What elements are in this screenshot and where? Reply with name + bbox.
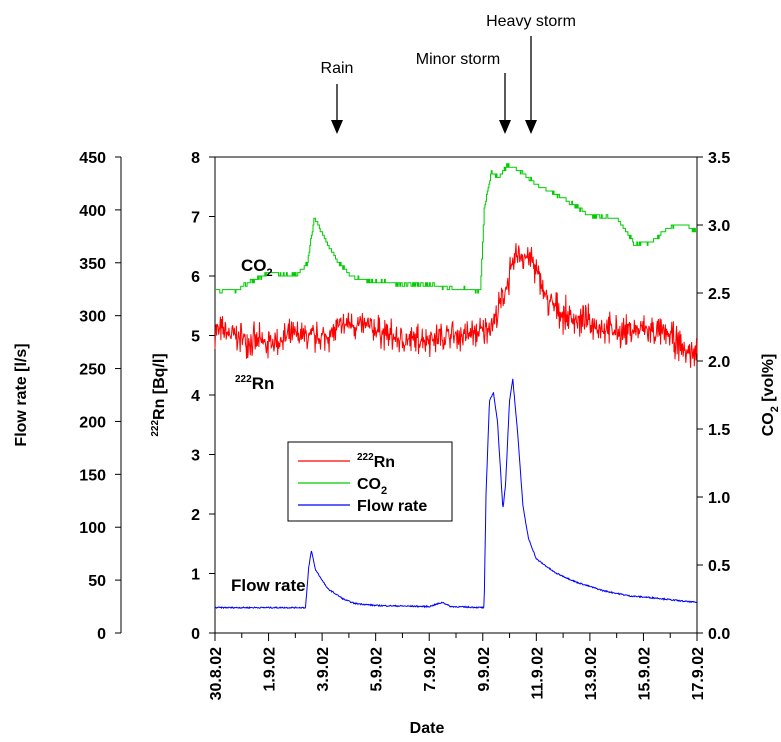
- x-tick-label: 7.9.02: [422, 647, 439, 692]
- annotation-label: Minor storm: [416, 51, 500, 68]
- rn-tick-label: 2: [191, 507, 200, 524]
- flow-tick-label: 450: [79, 150, 106, 167]
- rn-series-label: 222Rn: [235, 374, 274, 393]
- rn-tick-label: 6: [191, 269, 200, 286]
- x-tick-label: 1.9.02: [262, 647, 279, 692]
- annotation-label: Rain: [321, 60, 354, 77]
- rn-tick-label: 1: [191, 567, 200, 584]
- x-tick-label: 5.9.02: [369, 647, 386, 692]
- co2-tick-label: 2.5: [708, 286, 730, 303]
- co2-series-label: CO2: [241, 256, 273, 279]
- rn-axis-title: 222Rn [Bq/l]: [150, 353, 168, 436]
- co2-tick-label: 2.0: [708, 354, 730, 371]
- x-tick-label: 9.9.02: [476, 647, 493, 692]
- legend-entry: 222Rn: [357, 452, 395, 471]
- rn-tick-label: 8: [191, 150, 200, 167]
- rn-series-line: [214, 243, 698, 368]
- flow-tick-label: 100: [79, 520, 106, 537]
- flow-tick-label: 300: [79, 309, 106, 326]
- rn-series-label-main: Rn: [252, 374, 275, 393]
- flow-tick-label: 50: [88, 573, 106, 590]
- co2-axis-title: CO2 [vol%]: [760, 354, 781, 437]
- flow-tick-label: 400: [79, 203, 106, 220]
- flow-tick-label: 150: [79, 467, 106, 484]
- flow-axis-title: Flow rate [l/s]: [13, 343, 30, 446]
- co2-tick-label: 1.5: [708, 422, 730, 439]
- co2-axis-title-sub: 2: [769, 406, 781, 412]
- co2-series-label-sub: 2: [267, 267, 273, 279]
- co2-axis-title-main: CO: [760, 412, 777, 436]
- rn-tick-label: 5: [191, 329, 200, 346]
- rn-tick-label: 4: [191, 388, 200, 405]
- annotation-label: Heavy storm: [486, 13, 576, 30]
- x-tick-label: 11.9.02: [529, 647, 546, 700]
- x-tick-label: 17.9.02: [690, 647, 707, 700]
- x-axis-title: Date: [410, 720, 445, 737]
- flow-series-line: [214, 378, 698, 610]
- legend-entry-main: CO: [357, 476, 381, 493]
- flow-tick-label: 200: [79, 414, 106, 431]
- co2-tick-label: 3.5: [708, 150, 730, 167]
- co2-series-line: [215, 163, 697, 294]
- flow-tick-label: 0: [97, 626, 106, 643]
- annotation-arrow-head: [499, 120, 511, 134]
- rn-tick-label: 3: [191, 448, 200, 465]
- x-tick-label: 13.9.02: [583, 647, 600, 700]
- legend-entry-main: Rn: [374, 454, 395, 471]
- co2-axis-title-rest: [vol%]: [760, 354, 777, 406]
- x-tick-label: 30.8.02: [208, 647, 225, 700]
- rn-tick-label: 7: [191, 210, 200, 227]
- rn-series-label-sup: 222: [235, 374, 252, 385]
- x-tick-label: 3.9.02: [315, 647, 332, 692]
- co2-tick-label: 0.5: [708, 558, 730, 575]
- co2-series-label-main: CO: [241, 256, 267, 275]
- flow-tick-label: 350: [79, 256, 106, 273]
- rn-tick-label: 0: [191, 626, 200, 643]
- x-tick-label: 15.9.02: [636, 647, 653, 700]
- co2-tick-label: 0.0: [708, 626, 730, 643]
- rn-axis-title-sup: 222: [150, 420, 161, 437]
- legend-entry: CO2: [357, 476, 387, 497]
- co2-tick-label: 3.0: [708, 218, 730, 235]
- flow-series-label: Flow rate: [231, 576, 306, 595]
- rn-axis-title-main: Rn [Bq/l]: [151, 353, 168, 420]
- legend-entry-sub: 2: [381, 485, 387, 497]
- flow-tick-label: 250: [79, 362, 106, 379]
- co2-tick-label: 1.0: [708, 490, 730, 507]
- annotation-arrow-head: [525, 120, 537, 134]
- annotation-arrow-head: [331, 120, 343, 134]
- legend-entry-main: Flow rate: [357, 498, 427, 515]
- legend-entry-sup: 222: [357, 452, 374, 463]
- legend-box: [287, 441, 453, 522]
- annotations-group: Rain Minor storm Heavy storm: [321, 13, 576, 134]
- legend-entry: Flow rate: [357, 498, 427, 515]
